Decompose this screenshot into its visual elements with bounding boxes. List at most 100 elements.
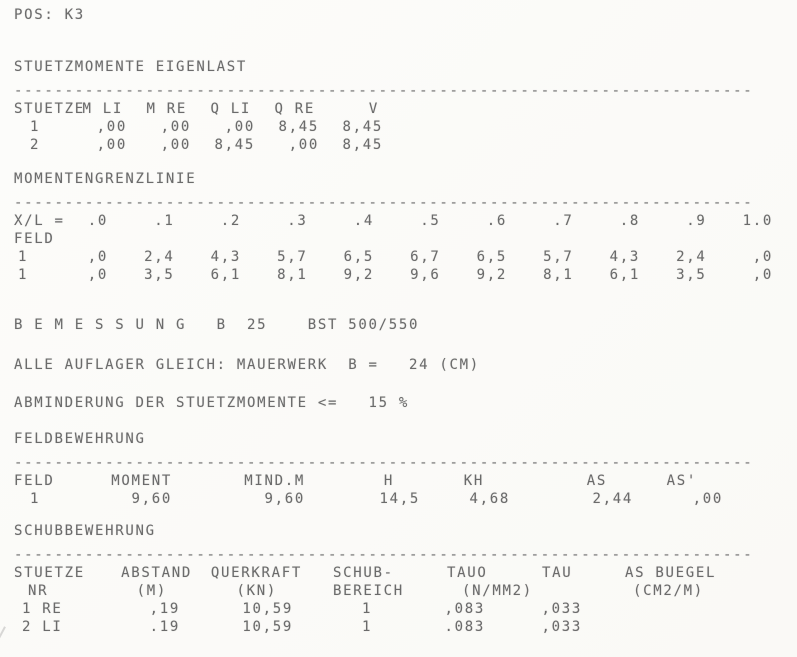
abminderung-line: ABMINDERUNG DER STUETZMOMENTE <= 15 % — [14, 395, 410, 411]
pos-label: POS: K3 — [14, 7, 85, 23]
table-cell: 8,1 — [543, 267, 574, 283]
table-cell: ,00 — [160, 137, 191, 153]
xl-axis-row: X/L = .0 .1 .2 .3 .4 .5 .6 .7 .8 .9 1.0 — [0, 212, 797, 230]
xl-tick: 1.0 — [742, 213, 773, 229]
separator-line: ----------------------------------------… — [14, 83, 754, 99]
table-cell: 14,5 — [379, 491, 420, 507]
table-cell: 9,2 — [343, 267, 374, 283]
table-cell: 1 — [30, 491, 41, 507]
table-cell: 2 — [30, 137, 41, 153]
table-cell: 5,7 — [277, 249, 308, 265]
table-cell: 6,5 — [343, 249, 374, 265]
column-subheader: (KN) — [236, 583, 277, 599]
table-cell: ,00 — [96, 119, 127, 135]
column-header: TAU — [542, 565, 573, 581]
section-title-momentengrenzlinie: MOMENTENGRENZLINIE — [14, 171, 197, 187]
table-cell: 4,3 — [210, 249, 241, 265]
column-subheader: (M) — [136, 583, 167, 599]
table-cell: 4,3 — [609, 249, 640, 265]
feldbewehrung-header-row: FELD MOMENT MIND.M H KH AS AS' — [0, 472, 797, 490]
section-title-schubbewehrung: SCHUBBEWEHRUNG — [14, 523, 156, 539]
table-cell: ,0 — [87, 249, 108, 265]
table-cell — [592, 600, 730, 618]
schubbewehrung-subheader-row: NR (M) (KN) BEREICH (N/MM2) (CM2/M) — [0, 582, 797, 600]
table-cell: 6,1 — [210, 267, 241, 283]
table-cell: 6,5 — [476, 249, 507, 265]
table-cell: ,083 — [444, 601, 485, 617]
column-header: H — [383, 473, 394, 489]
section-stuetzmomente: STUETZMOMENTE EIGENLAST ----------------… — [0, 58, 797, 154]
table-row: 1 ,0 3,5 6,1 8,1 9,2 9,6 9,2 8,1 6,1 3,5… — [0, 266, 797, 284]
column-header: AS — [586, 473, 607, 489]
section-title-stuetzmomente: STUETZMOMENTE EIGENLAST — [14, 59, 247, 75]
xl-tick: .4 — [353, 213, 374, 229]
table-cell: ,00 — [692, 491, 723, 507]
table-cell: ,0 — [752, 267, 773, 283]
table-cell: 4,68 — [469, 491, 510, 507]
column-header: Q LI — [210, 101, 251, 117]
table-cell: ,00 — [96, 137, 127, 153]
table-cell: 2,4 — [144, 249, 175, 265]
table-cell — [592, 618, 730, 636]
feld-label: FELD — [14, 231, 55, 247]
column-header: Q RE — [274, 101, 315, 117]
table-cell: ,033 — [541, 601, 582, 617]
table-cell: 1 RE — [22, 601, 63, 617]
table-cell: 10,59 — [242, 619, 293, 635]
table-cell: 2,4 — [676, 249, 707, 265]
separator-line: ----------------------------------------… — [14, 195, 754, 211]
table-cell: 9,2 — [476, 267, 507, 283]
column-header: QUERKRAFT — [210, 565, 302, 581]
table-cell: 8,45 — [342, 137, 383, 153]
column-subheader: NR — [28, 583, 49, 599]
section-feldbewehrung: FELDBEWEHRUNG --------------------------… — [0, 430, 797, 508]
column-subheader — [497, 582, 592, 600]
table-cell: 1 — [362, 601, 373, 617]
section-bemessung: B E M E S S U N G B 25 BST 500/550 ALLE … — [0, 316, 797, 412]
table-cell: ,0 — [87, 267, 108, 283]
column-header: M LI — [82, 101, 123, 117]
table-cell: 1 — [30, 119, 41, 135]
table-row: 1 9,60 9,60 14,5 4,68 2,44 ,00 — [0, 490, 797, 508]
column-header: STUETZE — [14, 565, 85, 581]
table-cell: ,0 — [752, 249, 773, 265]
table-cell: 3,5 — [676, 267, 707, 283]
schubbewehrung-header-row: STUETZE ABSTAND QUERKRAFT SCHUB- TAUO TA… — [0, 564, 797, 582]
auflager-line: ALLE AUFLAGER GLEICH: MAUERWERK B = 24 (… — [14, 357, 480, 373]
table-cell: 9,60 — [264, 491, 305, 507]
column-subheader: (CM2/M) — [633, 583, 704, 599]
column-subheader: (N/MM2) — [462, 583, 533, 599]
xl-tick: .2 — [220, 213, 241, 229]
table-cell: 1 — [362, 619, 373, 635]
table-cell: 2,44 — [592, 491, 633, 507]
column-header: MIND.M — [244, 473, 305, 489]
table-cell: ,00 — [224, 119, 255, 135]
section-momentengrenzlinie: MOMENTENGRENZLINIE ---------------------… — [0, 170, 797, 284]
column-header: ABSTAND — [121, 565, 192, 581]
xl-tick: .9 — [686, 213, 707, 229]
column-header: AS BUEGEL — [625, 565, 717, 581]
separator-line: ----------------------------------------… — [14, 547, 754, 563]
xl-tick: .7 — [553, 213, 574, 229]
section-schubbewehrung: SCHUBBEWEHRUNG -------------------------… — [0, 522, 797, 636]
column-header: MOMENT — [111, 473, 172, 489]
table-cell: 3,5 — [144, 267, 175, 283]
table-cell: 8,45 — [342, 119, 383, 135]
table-cell: ,19 — [149, 601, 180, 617]
xl-tick: .1 — [154, 213, 175, 229]
table-cell: 10,59 — [242, 601, 293, 617]
table-row: 1 ,00 ,00 ,00 8,45 8,45 — [0, 118, 797, 136]
table-cell: 9,6 — [410, 267, 441, 283]
separator-line: ----------------------------------------… — [14, 455, 754, 471]
feld-number: 1 — [18, 249, 29, 265]
feld-number: 1 — [18, 267, 29, 283]
table-row: 2 LI .19 10,59 1 .083 ,033 — [0, 618, 797, 636]
table-cell: ,033 — [541, 619, 582, 635]
table-cell: 8,1 — [277, 267, 308, 283]
column-header: TAUO — [447, 565, 488, 581]
section-title-feldbewehrung: FELDBEWEHRUNG — [14, 431, 146, 447]
table-row: 1 ,0 2,4 4,3 5,7 6,5 6,7 6,5 5,7 4,3 2,4… — [0, 248, 797, 266]
table-cell: 5,7 — [543, 249, 574, 265]
xl-tick: .3 — [287, 213, 308, 229]
stuetzmomente-header-row: STUETZE M LI M RE Q LI Q RE V — [0, 100, 797, 118]
